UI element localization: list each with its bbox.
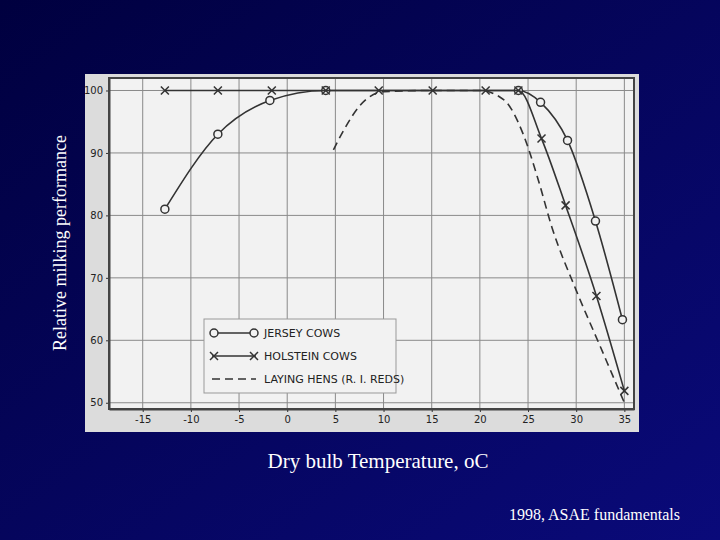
marker-circle [564,136,572,144]
x-tick-label: -5 [235,414,245,425]
x-tick: 5 [333,409,339,425]
grid-line-x [624,78,625,409]
legend: JERSEY COWS HOLSTEIN COWS LAYING HENS (R. … [204,319,404,393]
x-tick-label: 0 [285,414,291,425]
y-tick: 80 [90,210,109,221]
grid-line-x [479,78,480,409]
x-tick: 25 [522,409,535,425]
marker-x [538,135,546,143]
x-tick-label: 15 [426,414,439,425]
grid-line-y [109,277,634,278]
background [0,0,720,540]
x-tick-label: -10 [183,414,199,425]
marker-x [482,86,490,94]
marker-circle [618,316,626,324]
x-tick: 15 [426,409,439,425]
marker-x [562,201,570,209]
grid-line-x [576,78,577,409]
grid [109,78,634,409]
marker-circle [537,98,545,106]
slide: -15 -10 -5 0 5 10 15 20 25 30 35 50 60 70 80 90 100 JERSE… [0,0,720,540]
x-axis: -15 -10 -5 0 5 10 15 20 25 30 35 [110,409,635,425]
grid-line-y [109,152,634,153]
x-tick-label: 5 [333,414,339,425]
marker-circle [591,217,599,225]
x-tick: -10 [183,409,199,425]
x-tick: 10 [378,409,391,425]
y-tick-label: 100 [84,85,103,96]
legend-label: JERSEY COWS [263,327,340,340]
legend-label: LAYING HENS (R. I. REDS) [264,373,404,386]
y-tick-label: 50 [90,397,103,408]
grid-line-y [109,402,634,403]
x-axis-title: Dry bulb Temperature, oC [268,449,489,473]
marker-x [268,86,276,94]
x-tick-label: 30 [570,414,583,425]
marker-circle [210,329,218,337]
x-tick: 0 [285,409,291,425]
marker-circle [250,329,258,337]
y-tick-label: 60 [90,335,103,346]
marker-x [250,352,258,360]
marker-x [322,86,330,94]
marker-x [161,86,169,94]
x-tick-label: 20 [474,414,487,425]
x-tick-label: -15 [135,414,151,425]
plot-area [109,78,634,409]
grid-line-x [190,78,191,409]
y-axis: 50 60 70 80 90 100 [84,79,110,410]
grid-line-x [142,78,143,409]
chart-panel [85,74,639,432]
y-tick-label: 70 [90,273,103,284]
plot-frame [109,78,634,409]
marker-x [592,292,600,300]
legend-label: HOLSTEIN COWS [264,350,357,363]
x-tick-label: 35 [618,414,631,425]
marker-circle [214,130,222,138]
y-axis-title: Relative milking performance [50,135,70,351]
marker-x [214,86,222,94]
x-tick: 20 [474,409,487,425]
x-tick: 35 [618,409,631,425]
x-tick-label: 10 [378,414,391,425]
x-tick: -5 [235,409,245,425]
marker-x [514,86,522,94]
legend-swatch [212,355,256,357]
x-tick: 30 [570,409,583,425]
marker-circle [161,205,169,213]
x-tick: -15 [135,409,151,425]
series-line [165,90,623,319]
x-tick-label: 25 [522,414,535,425]
source-note: 1998, ASAE fundamentals [509,506,680,523]
data [161,86,628,402]
y-tick-label: 80 [90,210,103,221]
grid-line-x [528,78,529,409]
y-tick: 50 [90,397,109,408]
legend-swatch [212,378,256,380]
marker-x [210,352,218,360]
grid-line-y [109,215,634,216]
grid-line-x [431,78,432,409]
marker-circle [266,96,274,104]
marker-x [620,387,628,395]
y-tick: 60 [90,335,109,346]
y-tick: 100 [84,85,109,96]
y-tick-label: 90 [90,148,103,159]
y-tick: 90 [90,148,109,159]
y-tick: 70 [90,273,109,284]
